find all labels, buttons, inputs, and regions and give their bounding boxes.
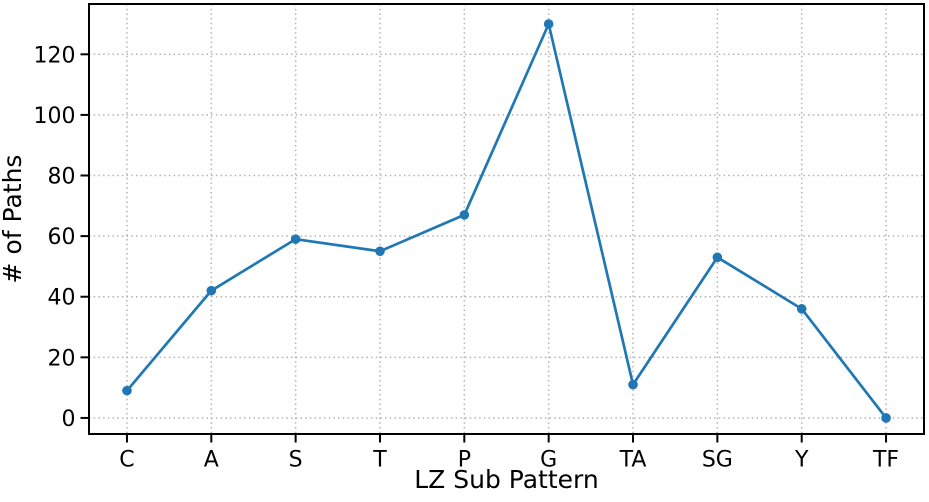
data-point-C: [122, 385, 132, 396]
x-tick-label: TA: [619, 448, 647, 473]
y-tick-label: 0: [62, 407, 76, 432]
tick-layer: [80, 53, 888, 443]
x-tick-label: G: [540, 448, 557, 473]
y-tick-label: 80: [48, 165, 76, 190]
y-tick-label: 120: [34, 43, 76, 68]
data-point-SG: [712, 252, 723, 263]
x-tick-label: P: [458, 448, 471, 473]
y-axis-label: # of Paths: [0, 155, 27, 284]
x-tick-label: Y: [794, 448, 809, 473]
data-point-TF: [881, 413, 891, 423]
series-line: [125, 22, 888, 420]
x-tick-label: A: [204, 448, 219, 473]
data-point-Y: [796, 304, 807, 314]
x-axis-label: LZ Sub Pattern: [414, 465, 598, 494]
plot-border-spines: [88, 3, 925, 435]
line-series: [122, 19, 891, 423]
y-tick-label: 20: [48, 346, 76, 371]
x-tick-label: TF: [872, 448, 899, 473]
data-point-TA: [628, 379, 638, 390]
x-tick-label: SG: [702, 448, 733, 473]
y-tick-label: 60: [48, 225, 76, 250]
data-point-S: [290, 234, 301, 244]
y-tick-label: 100: [34, 104, 76, 129]
data-point-G: [543, 19, 554, 29]
grid-layer: [89, 4, 924, 434]
data-point-T: [375, 246, 385, 257]
x-tick-label: T: [372, 448, 387, 473]
x-tick-label: C: [119, 448, 134, 473]
x-tick-label: S: [289, 448, 303, 473]
tick-label-layer: 0 20 40 60 80 100 120 C A S T P G TA SG Y TF: [34, 43, 900, 472]
data-point-P: [459, 210, 470, 220]
y-tick-label: 40: [48, 286, 76, 311]
data-point-A: [206, 285, 217, 296]
